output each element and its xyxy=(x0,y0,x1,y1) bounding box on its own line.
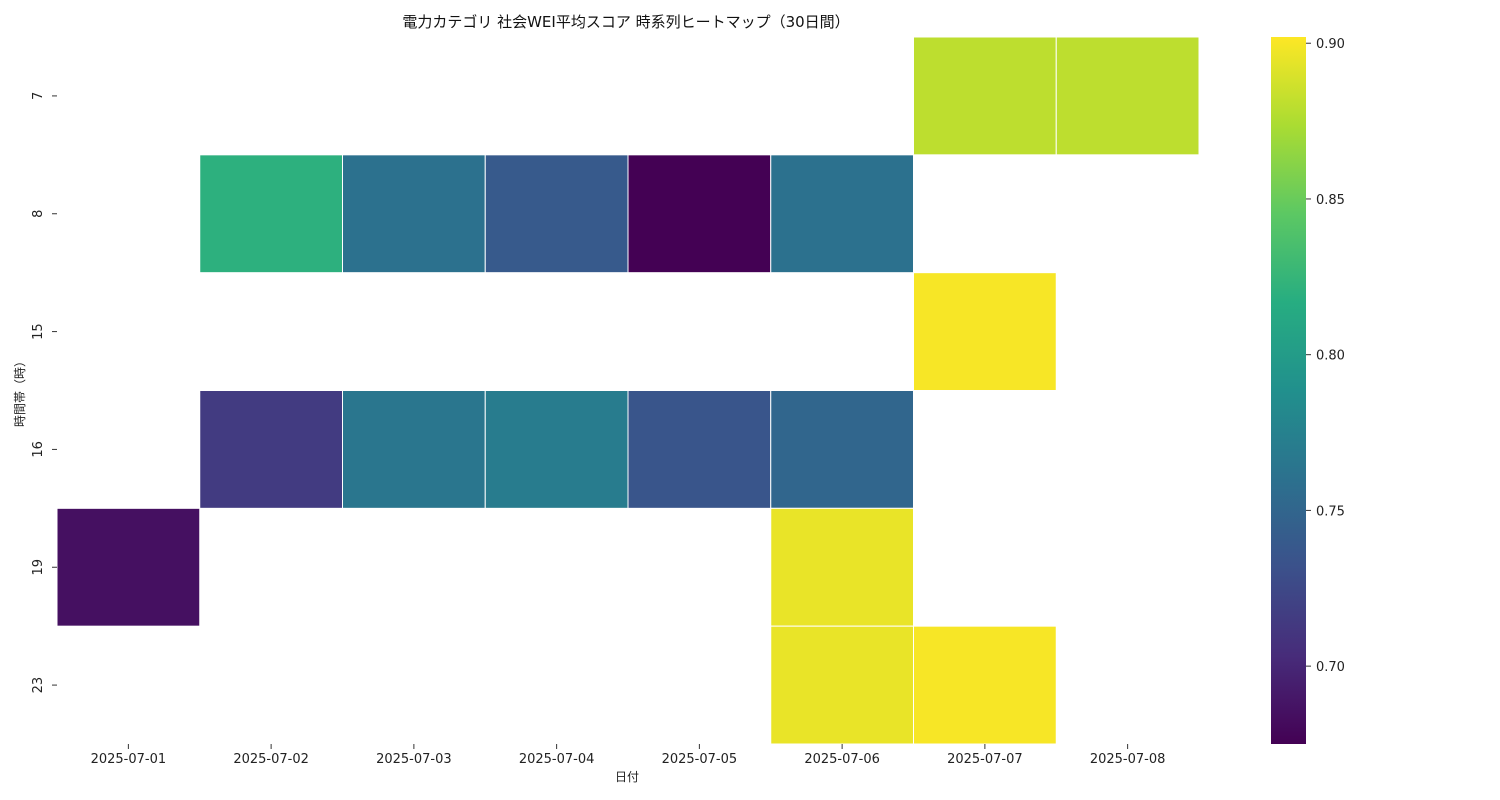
heatmap-cell xyxy=(342,154,486,274)
colorbar-tick-label: 0.85 xyxy=(1316,193,1345,208)
heatmap-cell xyxy=(484,154,629,274)
heatmap-cell xyxy=(484,390,629,509)
x-tick-label: 2025-07-03 xyxy=(376,752,452,767)
x-tick-label: 2025-07-08 xyxy=(1090,752,1166,767)
colorbar-tick-label: 0.90 xyxy=(1316,37,1345,52)
colorbar-gradient xyxy=(1271,37,1306,744)
colorbar: 0.70 0.75 0.80 0.85 0.90 xyxy=(1271,37,1345,744)
heatmap-cell xyxy=(913,36,1057,156)
heatmap-cell xyxy=(199,154,343,274)
y-tick-label: 8 xyxy=(31,210,46,218)
heatmap-cell xyxy=(770,154,914,274)
heatmap-cell xyxy=(770,390,914,509)
y-tick-label: 7 xyxy=(31,92,46,100)
x-axis-ticks: 2025-07-01 2025-07-02 2025-07-03 2025-07-04… xyxy=(91,744,1166,767)
heatmap-cell xyxy=(913,625,1057,745)
y-tick-label: 23 xyxy=(31,677,46,694)
x-tick-label: 2025-07-05 xyxy=(662,752,738,767)
heatmap-cell xyxy=(199,390,343,509)
heatmap-cell xyxy=(770,507,914,627)
heatmap-cell xyxy=(913,272,1057,391)
y-tick-label: 16 xyxy=(31,441,46,458)
y-tick-label: 15 xyxy=(31,323,46,340)
heatmap-cell xyxy=(1055,36,1200,156)
colorbar-tick-label: 0.70 xyxy=(1316,660,1345,675)
colorbar-tick-label: 0.80 xyxy=(1316,349,1345,364)
heatmap-cell xyxy=(627,390,772,509)
chart-title: 電力カテゴリ 社会WEI平均スコア 時系列ヒートマップ（30日間） xyxy=(402,13,849,31)
y-tick-label: 19 xyxy=(31,559,46,576)
y-axis-ticks: 7 8 15 16 19 23 xyxy=(31,92,57,694)
heatmap-cell xyxy=(342,390,486,509)
x-tick-label: 2025-07-07 xyxy=(947,752,1023,767)
heatmap-cells xyxy=(56,36,1200,745)
x-tick-label: 2025-07-04 xyxy=(519,752,595,767)
heatmap-cell xyxy=(770,625,914,745)
colorbar-tick-label: 0.75 xyxy=(1316,504,1345,519)
x-axis-label: 日付 xyxy=(615,770,639,784)
heatmap-cell xyxy=(56,507,201,627)
y-axis-label: 時間帯（時） xyxy=(13,355,27,427)
x-tick-label: 2025-07-02 xyxy=(233,752,309,767)
heatmap-cell xyxy=(627,154,772,274)
x-tick-label: 2025-07-01 xyxy=(91,752,167,767)
x-tick-label: 2025-07-06 xyxy=(804,752,880,767)
